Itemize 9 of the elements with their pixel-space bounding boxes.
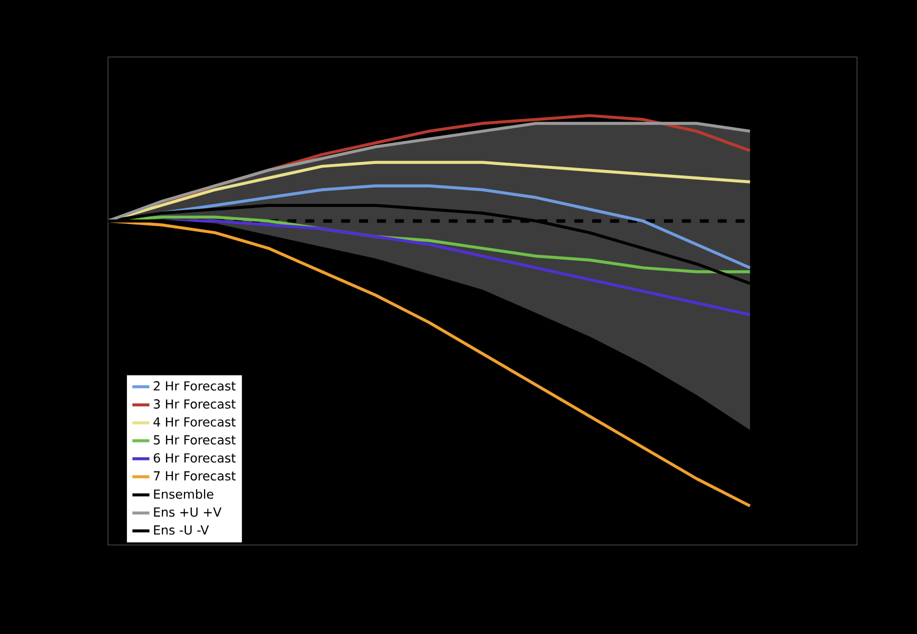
legend-label: Ens +U +V <box>154 508 222 517</box>
legend-label: Ens -U -V <box>154 525 209 535</box>
legend-label: Ensemble <box>154 489 214 499</box>
legend-label: 7 Hr Forecast <box>154 471 236 481</box>
legend-label: 5 Hr Forecast <box>154 435 236 445</box>
legend-label: 4 Hr Forecast <box>154 417 236 427</box>
legend-label: 6 Hr Forecast <box>154 453 236 463</box>
legend-label: 3 Hr Forecast <box>154 399 236 409</box>
legend-label: 2 Hr Forecast <box>154 381 236 391</box>
